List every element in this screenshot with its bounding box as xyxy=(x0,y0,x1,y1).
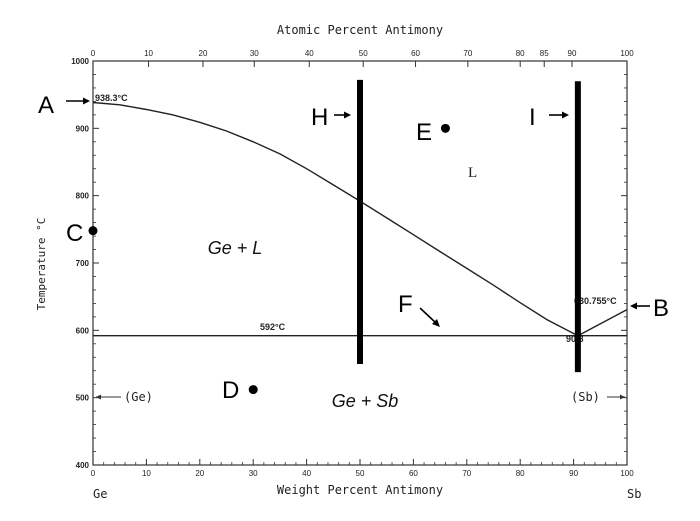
liquidus-ge-curve xyxy=(92,101,579,337)
point-d-dot xyxy=(248,385,258,395)
point-e-dot xyxy=(440,123,450,133)
ge-solid-arrowhead xyxy=(96,394,101,400)
marker-h-arrowhead xyxy=(344,111,351,119)
top-tick-label: 70 xyxy=(463,49,472,58)
y-tick-label: 400 xyxy=(76,461,90,470)
marker-i-label: I xyxy=(529,104,536,131)
top-tick-label: 100 xyxy=(620,49,634,58)
sb-solid-arrowhead xyxy=(620,394,625,400)
sb-melting-label: 630.755°C xyxy=(574,296,617,306)
marker-c-label: C xyxy=(66,220,83,247)
bottom-tick-label: 90 xyxy=(569,469,578,478)
top-axis-title: Atomic Percent Antimony xyxy=(277,23,443,37)
bottom-tick-label: 50 xyxy=(356,469,365,478)
bottom-tick-label: 100 xyxy=(620,469,634,478)
y-tick-label: 1000 xyxy=(71,57,89,66)
bottom-tick-label: 80 xyxy=(516,469,525,478)
marker-h-label: H xyxy=(311,104,328,131)
bottom-tick-label: 70 xyxy=(462,469,471,478)
top-tick-label: 40 xyxy=(305,49,314,58)
y-tick-label: 700 xyxy=(76,259,90,268)
y-tick-label: 800 xyxy=(76,192,90,201)
ge-melting-label: 938.3°C xyxy=(95,93,128,103)
y-axis-ticks: 400 500 600 700 800 900 1000 xyxy=(71,57,627,470)
marker-b-arrowhead xyxy=(630,302,637,310)
marker-e-label: E xyxy=(416,119,432,146)
marker-d-label: D xyxy=(222,377,239,404)
sb-solid-label: (Sb) xyxy=(571,390,600,404)
liquidus-sb-curve xyxy=(577,308,628,337)
region-ge-sb-label: Ge + Sb xyxy=(332,391,399,411)
marker-i-arrowhead xyxy=(562,111,569,119)
y-tick-label: 500 xyxy=(76,394,90,403)
marker-a-label: A xyxy=(38,92,54,119)
y-tick-label: 600 xyxy=(76,326,90,335)
ge-end-label: Ge xyxy=(93,487,107,501)
marker-f-arrow xyxy=(419,307,437,324)
y-tick-label: 900 xyxy=(76,124,90,133)
bottom-tick-label: 0 xyxy=(91,469,96,478)
top-tick-label: 80 xyxy=(516,49,525,58)
point-c-dot xyxy=(88,226,98,236)
marker-a-arrowhead xyxy=(83,97,90,105)
region-ge-l-label: Ge + L xyxy=(208,238,263,258)
top-tick-label: 0 xyxy=(91,49,96,58)
top-tick-label: 60 xyxy=(411,49,420,58)
left-axis-title: Temperature °C xyxy=(35,218,48,311)
bottom-tick-label: 30 xyxy=(249,469,258,478)
ge-solid-label: (Ge) xyxy=(124,390,153,404)
top-tick-label: 85 xyxy=(540,49,549,58)
bottom-tick-label: 60 xyxy=(409,469,418,478)
bottom-tick-label: 20 xyxy=(195,469,204,478)
bottom-axis-title: Weight Percent Antimony xyxy=(277,483,443,497)
sb-end-label: Sb xyxy=(627,487,641,501)
bottom-axis-ticks: 0 10 20 30 40 50 60 70 80 90 100 xyxy=(91,459,634,478)
eutectic-comp-label: 90.8 xyxy=(566,334,584,344)
marker-f-label: F xyxy=(398,291,413,318)
top-tick-label: 30 xyxy=(250,49,259,58)
top-tick-label: 90 xyxy=(568,49,577,58)
bottom-tick-label: 40 xyxy=(302,469,311,478)
marker-b-label: B xyxy=(653,295,669,322)
top-tick-label: 20 xyxy=(199,49,208,58)
top-tick-label: 50 xyxy=(359,49,368,58)
region-liquid-label: L xyxy=(468,165,477,181)
eutectic-temp-label: 592°C xyxy=(260,322,286,332)
marker-f-arrowhead xyxy=(432,319,440,327)
bottom-tick-label: 10 xyxy=(142,469,151,478)
top-tick-label: 10 xyxy=(144,49,153,58)
top-axis-ticks: 0 10 20 30 40 50 60 70 80 85 90 100 xyxy=(91,49,634,67)
